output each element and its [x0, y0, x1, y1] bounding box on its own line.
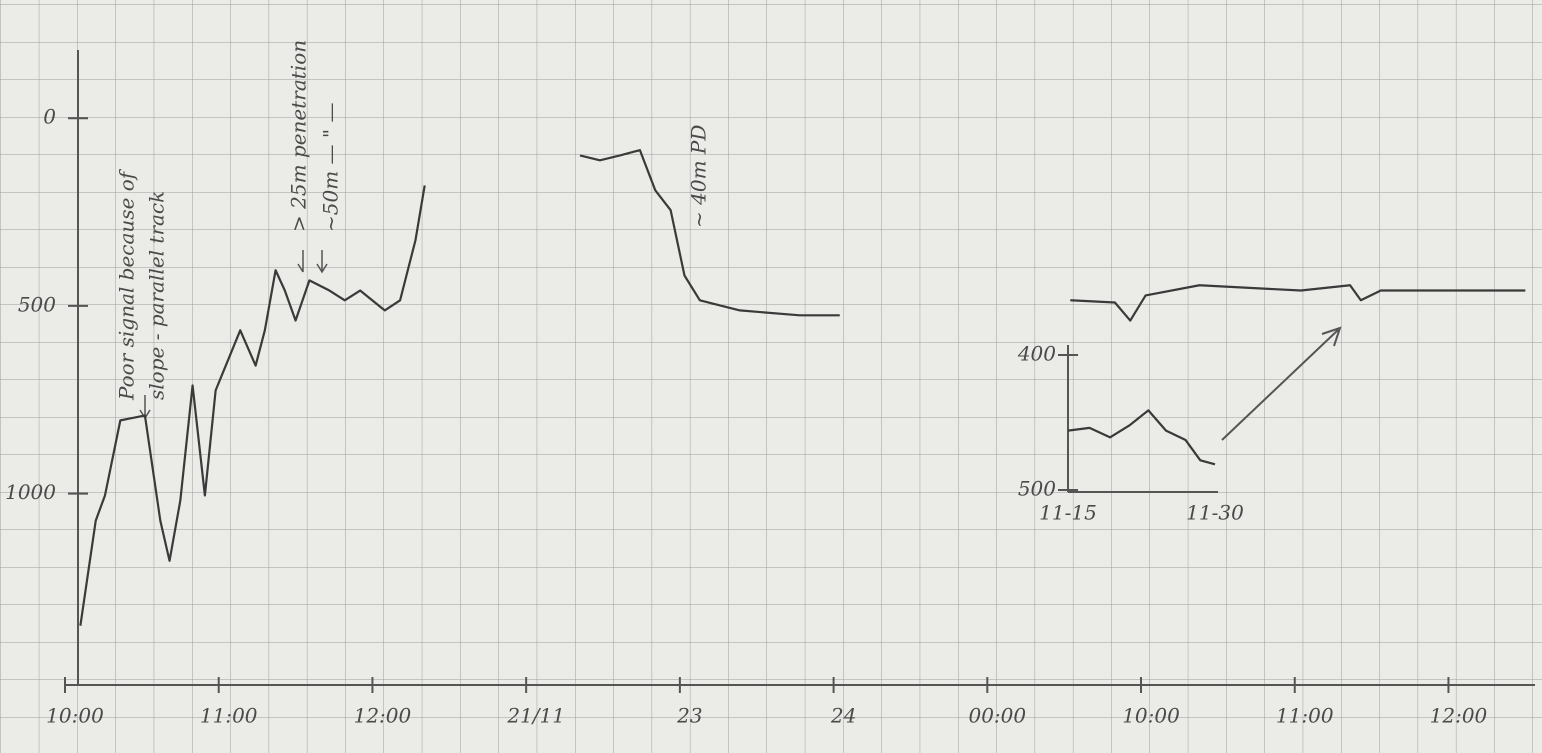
y-tick-label: 400: [1017, 342, 1056, 366]
y-tick-label: 1000: [5, 480, 56, 504]
annotation: Poor signal because of: [115, 168, 139, 401]
data-line: [579, 149, 840, 317]
x-tick-label: 21/11: [506, 704, 565, 728]
annotation: > 25m penetration: [287, 40, 311, 232]
annotation: ~50m — " —: [319, 103, 343, 232]
data-line: [79, 185, 426, 626]
x-tick-label: 12:00: [1430, 704, 1488, 728]
y-tick-label: 500: [18, 292, 56, 316]
x-tick-label: 11:00: [200, 704, 258, 728]
inset-arrow: [1221, 326, 1342, 441]
x-tick-label: 12:00: [354, 704, 412, 728]
x-tick-label: 11-15: [1039, 501, 1097, 525]
x-tick-label: 24: [830, 704, 856, 728]
y-tick-label: 500: [1018, 477, 1056, 501]
x-tick-label: 23: [676, 704, 702, 728]
data-line: [1067, 409, 1216, 466]
annotation: slope - parallel track: [145, 191, 169, 400]
x-tick-label: 00:00: [968, 704, 1026, 728]
x-tick-label: 10:00: [46, 704, 104, 728]
x-tick-label: 11:00: [1276, 704, 1334, 728]
x-tick-label: 10:00: [1122, 704, 1180, 728]
x-tick-label: 11-30: [1186, 501, 1244, 525]
data-line: [1070, 284, 1526, 322]
y-tick-label: 0: [43, 105, 56, 129]
annotation: ~ 40m PD: [687, 125, 711, 228]
